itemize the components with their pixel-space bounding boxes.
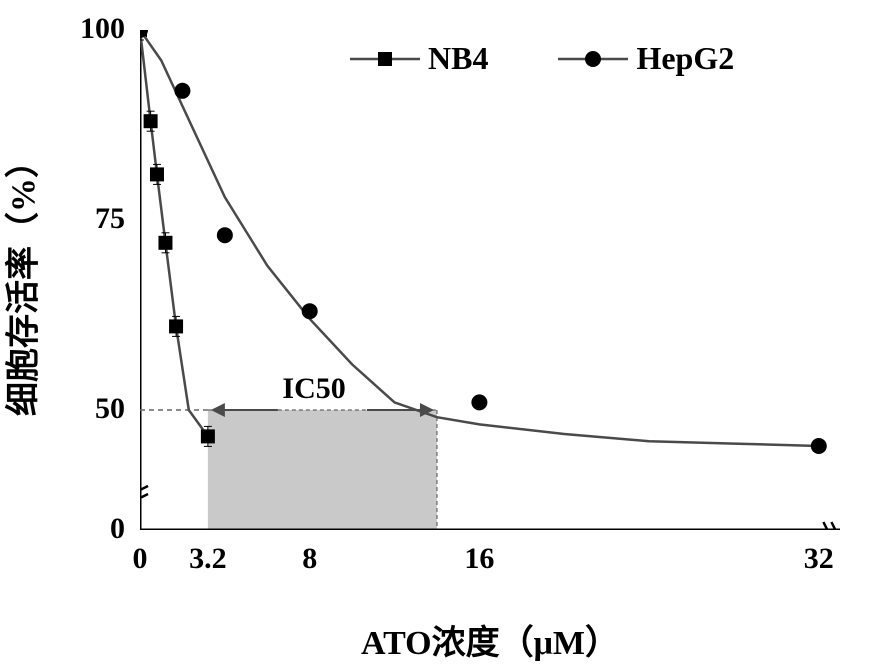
chart-container: 细胞存活率（%） ATO浓度（μM） NB4 HepG2 xyxy=(0,0,882,668)
x-tick-0: 0 xyxy=(133,542,148,576)
plot-area xyxy=(140,30,840,530)
y-axis-label: 细胞存活率（%） xyxy=(0,144,45,416)
y-tick-100: 100 xyxy=(65,12,125,46)
x-tick-8: 8 xyxy=(302,542,317,576)
y-tick-75: 75 xyxy=(65,202,125,236)
x-axis-label: ATO浓度（μM） xyxy=(361,615,619,664)
x-tick-32: 32 xyxy=(804,542,834,576)
x-tick-16: 16 xyxy=(464,542,494,576)
y-tick-50: 50 xyxy=(65,392,125,426)
ic50-label: IC50 xyxy=(282,372,345,406)
x-tick-3.2: 3.2 xyxy=(189,542,227,576)
y-tick-0: 0 xyxy=(65,512,125,546)
